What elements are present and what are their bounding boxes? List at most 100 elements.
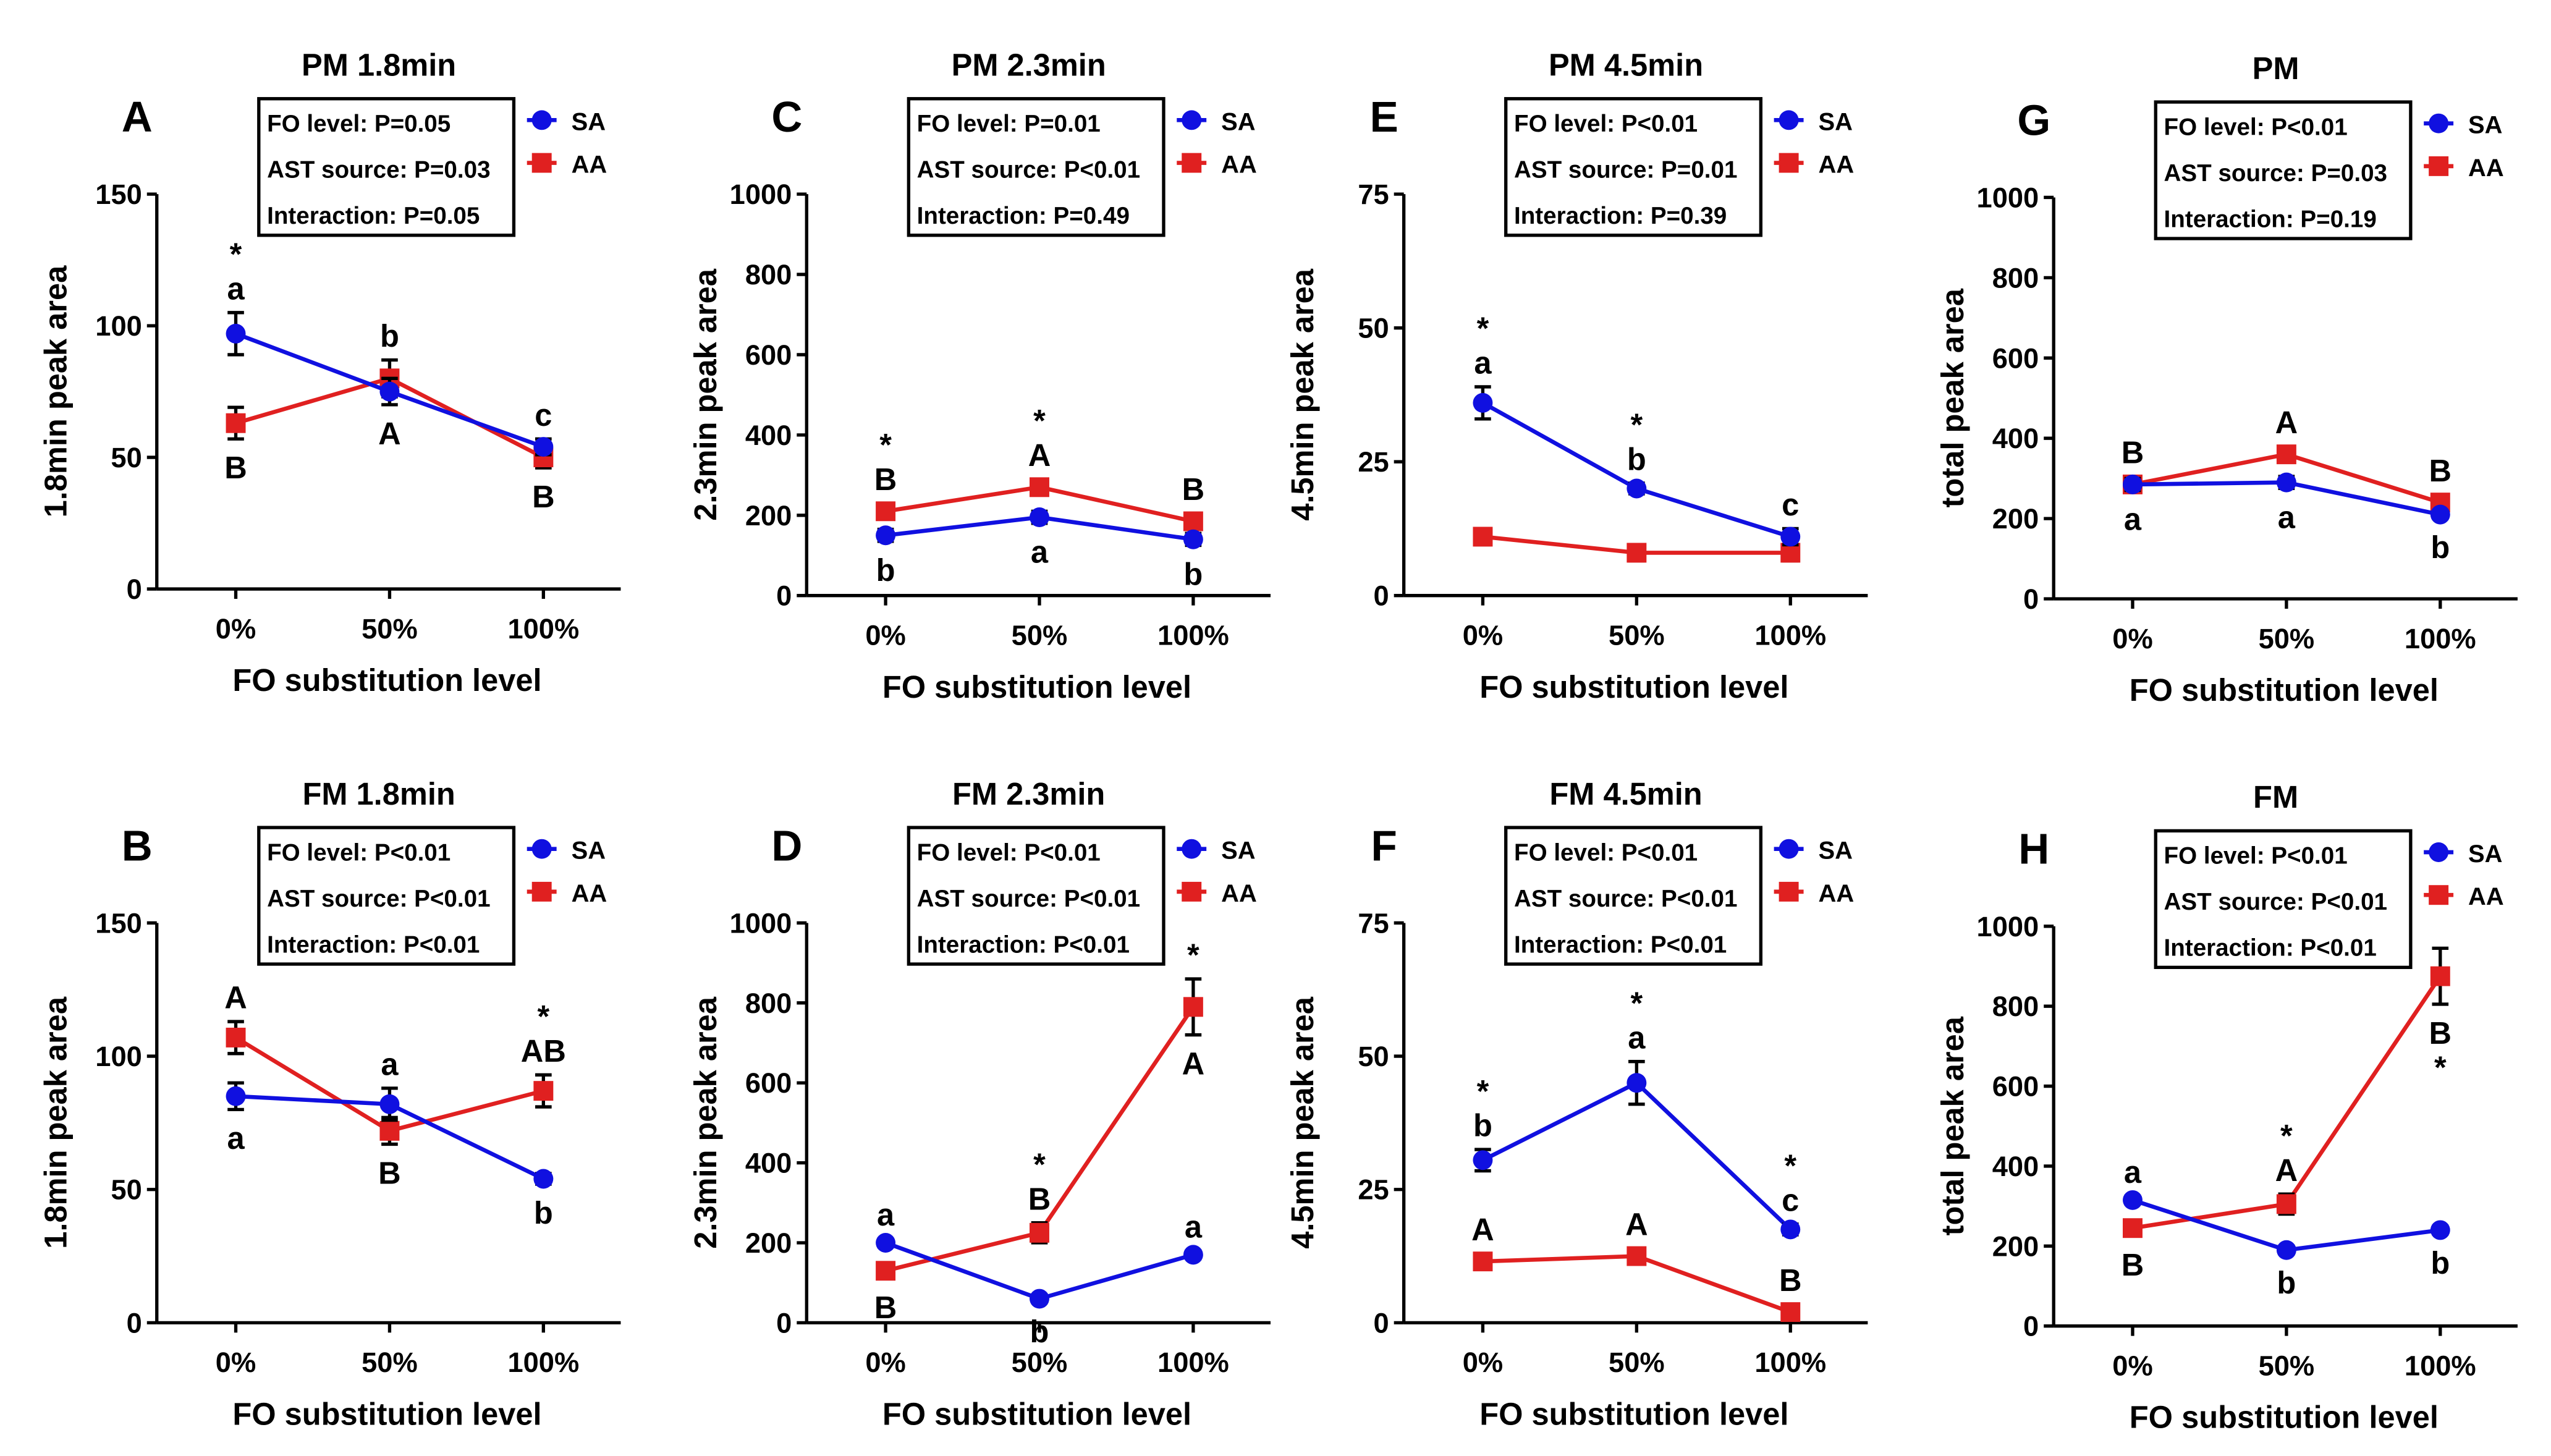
- stats-line: AST source: P=0.03: [2164, 160, 2387, 187]
- data-point-aa: [2276, 444, 2296, 465]
- y-axis-label: 1.8min peak area: [38, 996, 73, 1249]
- data-point-aa: [1627, 543, 1647, 563]
- panel-letter: E: [1370, 93, 1398, 141]
- panel-title: PM 1.8min: [302, 47, 456, 82]
- significance-label: b: [1183, 556, 1203, 591]
- x-tick-label: 0%: [2112, 623, 2152, 654]
- stats-line: FO level: P=0.05: [267, 111, 451, 137]
- panel-title: PM 4.5min: [1549, 47, 1703, 82]
- legend-marker-sa: [2429, 842, 2449, 862]
- x-tick-label: 50%: [362, 613, 418, 645]
- significance-label: a: [1474, 345, 1492, 381]
- significance-label: B: [874, 462, 897, 497]
- data-point-sa: [1627, 1073, 1647, 1093]
- x-tick-label: 100%: [507, 1347, 579, 1378]
- y-tick-label: 400: [745, 420, 792, 451]
- significance-label: *: [2280, 1118, 2293, 1153]
- y-axis-label: 2.3min peak area: [688, 268, 723, 521]
- panel-letter: B: [122, 821, 153, 870]
- x-axis-label: FO substitution level: [1479, 1396, 1788, 1431]
- y-tick-label: 600: [1992, 342, 2039, 374]
- panel-letter: A: [122, 93, 153, 141]
- stats-box: [1504, 826, 1762, 966]
- significance-label: B: [1779, 1263, 1802, 1298]
- data-point-sa: [1627, 478, 1647, 499]
- panel-title: FM 2.3min: [952, 776, 1105, 811]
- y-tick-label: 600: [1992, 1071, 2039, 1103]
- significance-label: c: [535, 397, 552, 433]
- stats-line: AST source: P<0.01: [2164, 889, 2387, 915]
- significance-label: A: [1471, 1212, 1494, 1247]
- stats-line: FO level: P=0.01: [917, 111, 1101, 137]
- legend-label-aa: AA: [572, 880, 607, 907]
- panel-letter: F: [1371, 821, 1397, 870]
- x-tick-label: 100%: [1754, 1347, 1826, 1378]
- significance-label: *: [1033, 1146, 1046, 1182]
- y-tick-label: 200: [1992, 1230, 2039, 1262]
- x-axis-label: FO substitution level: [2130, 672, 2439, 708]
- legend-label-aa: AA: [1819, 880, 1855, 907]
- y-axis-label: total peak area: [1935, 288, 1970, 507]
- data-point-sa: [876, 1233, 896, 1253]
- stats-line: FO level: P<0.01: [1514, 111, 1698, 137]
- x-tick-label: 0%: [1463, 1347, 1503, 1378]
- y-tick-label: 400: [1992, 423, 2039, 454]
- significance-label: a: [2124, 1154, 2142, 1190]
- legend-marker-aa: [2429, 156, 2449, 176]
- y-tick-label: 25: [1358, 1174, 1389, 1206]
- legend-marker-sa: [1182, 839, 1202, 859]
- x-tick-label: 0%: [216, 613, 256, 645]
- series-line-aa: [2132, 975, 2442, 1230]
- panel-letter: C: [771, 93, 802, 141]
- x-tick-label: 100%: [1157, 1347, 1229, 1378]
- data-point-aa: [1183, 997, 1203, 1017]
- stats-line: Interaction: P=0.39: [1514, 203, 1727, 229]
- significance-label: *: [879, 427, 892, 462]
- data-point-aa: [226, 413, 246, 433]
- legend-label-sa: SA: [572, 108, 606, 135]
- legend-label-aa: AA: [572, 151, 607, 179]
- significance-label: b: [2430, 1245, 2450, 1280]
- data-point-sa: [1183, 529, 1203, 549]
- significance-label: A: [378, 416, 401, 451]
- data-point-sa: [876, 525, 896, 546]
- y-tick-label: 400: [1992, 1151, 2039, 1182]
- significance-label: a: [2124, 502, 2142, 537]
- data-point-sa: [1030, 1289, 1049, 1309]
- stats-box: [2154, 100, 2413, 240]
- stats-line: FO level: P<0.01: [917, 839, 1101, 866]
- significance-label: b: [1627, 442, 1646, 477]
- panel-g: PM G 0 200 400 600 800 1000 0% 50% 100% FO substitu…: [1935, 51, 2518, 708]
- y-tick-label: 200: [745, 1227, 792, 1259]
- legend-label-aa: AA: [1221, 880, 1257, 907]
- data-point-aa: [1030, 1222, 1049, 1243]
- stats-line: FO level: P<0.01: [2164, 843, 2348, 870]
- x-tick-label: 50%: [1012, 1347, 1068, 1378]
- x-axis-label: FO substitution level: [882, 669, 1191, 705]
- significance-label: A: [224, 980, 247, 1015]
- x-axis-label: FO substitution level: [232, 662, 541, 698]
- legend-label-sa: SA: [1221, 837, 1255, 865]
- legend-label-aa: AA: [1819, 151, 1855, 179]
- y-tick-label: 0: [127, 1307, 142, 1339]
- significance-label: a: [227, 1120, 245, 1156]
- stats-line: AST source: P<0.01: [267, 886, 490, 912]
- legend-marker-sa: [1779, 839, 1799, 859]
- significance-label: a: [1185, 1209, 1203, 1245]
- data-point-sa: [1030, 507, 1049, 528]
- legend-label-sa: SA: [2468, 840, 2502, 868]
- significance-label: c: [1782, 487, 1799, 522]
- y-tick-label: 1000: [730, 179, 792, 210]
- stats-line: Interaction: P=0.49: [917, 203, 1130, 229]
- significance-label: B: [874, 1290, 897, 1325]
- y-tick-label: 75: [1358, 907, 1389, 939]
- x-axis-label: FO substitution level: [882, 1396, 1191, 1431]
- y-tick-label: 800: [745, 259, 792, 290]
- x-tick-label: 100%: [2405, 1350, 2476, 1382]
- stats-line: Interaction: P=0.05: [267, 203, 480, 229]
- data-point-sa: [379, 1094, 400, 1114]
- significance-label: b: [876, 552, 895, 588]
- stats-line: Interaction: P<0.01: [267, 931, 480, 958]
- stats-line: AST source: P=0.01: [1514, 157, 1737, 184]
